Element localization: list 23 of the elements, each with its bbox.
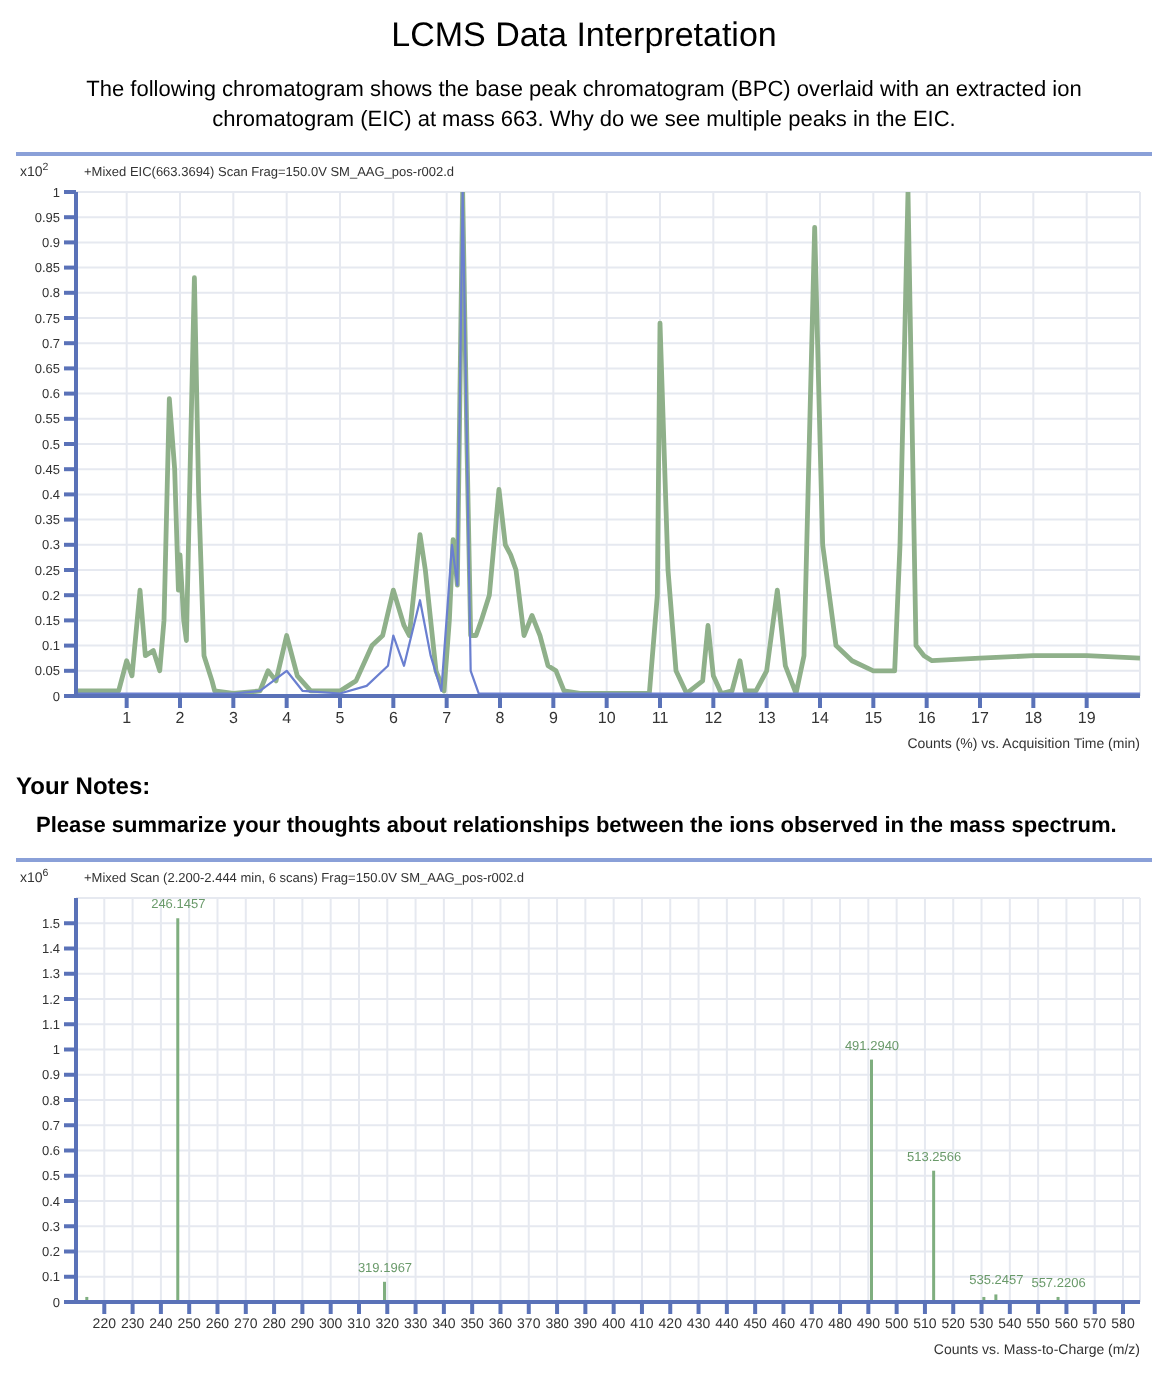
- x-tick-label: 12: [704, 709, 724, 728]
- chart-subtitle: Please summarize your thoughts about relationships between the ions observed in the mass spectrum.: [36, 812, 1119, 842]
- x-tick-label: 10: [597, 709, 617, 728]
- x-tick-label: 3: [228, 709, 239, 728]
- x-tick-label: 5: [335, 709, 346, 728]
- x-tick-label: 1: [122, 709, 133, 728]
- chart-title: LCMS Data Interpretation: [389, 16, 779, 56]
- x-tick-label: 2: [175, 709, 186, 728]
- x-tick-label: 9: [548, 709, 559, 728]
- x-tick-label: 19: [1077, 709, 1097, 728]
- x-tick-label: 15: [864, 709, 884, 728]
- x-tick-label: 6: [388, 709, 399, 728]
- x-tick-label: 17: [971, 709, 990, 728]
- x-tick-label: 7: [442, 709, 453, 728]
- x-tick-label: 4: [282, 709, 293, 728]
- x-tick-label: 18: [1024, 709, 1044, 728]
- x-tick-label: 13: [757, 709, 777, 728]
- x-tick-label: 8: [495, 709, 506, 728]
- x-tick-label: 11: [651, 709, 670, 728]
- x-tick-label: 14: [811, 709, 830, 728]
- chart-subtitle: The following chromatogram shows the base peak chromatogram (BPC) overlaid with an extracted ion chromatogram (EIC) at mass 663. Why do we see multiple peaks in the EIC.: [84, 76, 1084, 136]
- x-tick-label: 16: [917, 709, 937, 728]
- chart-title: Your Notes:: [16, 772, 153, 800]
